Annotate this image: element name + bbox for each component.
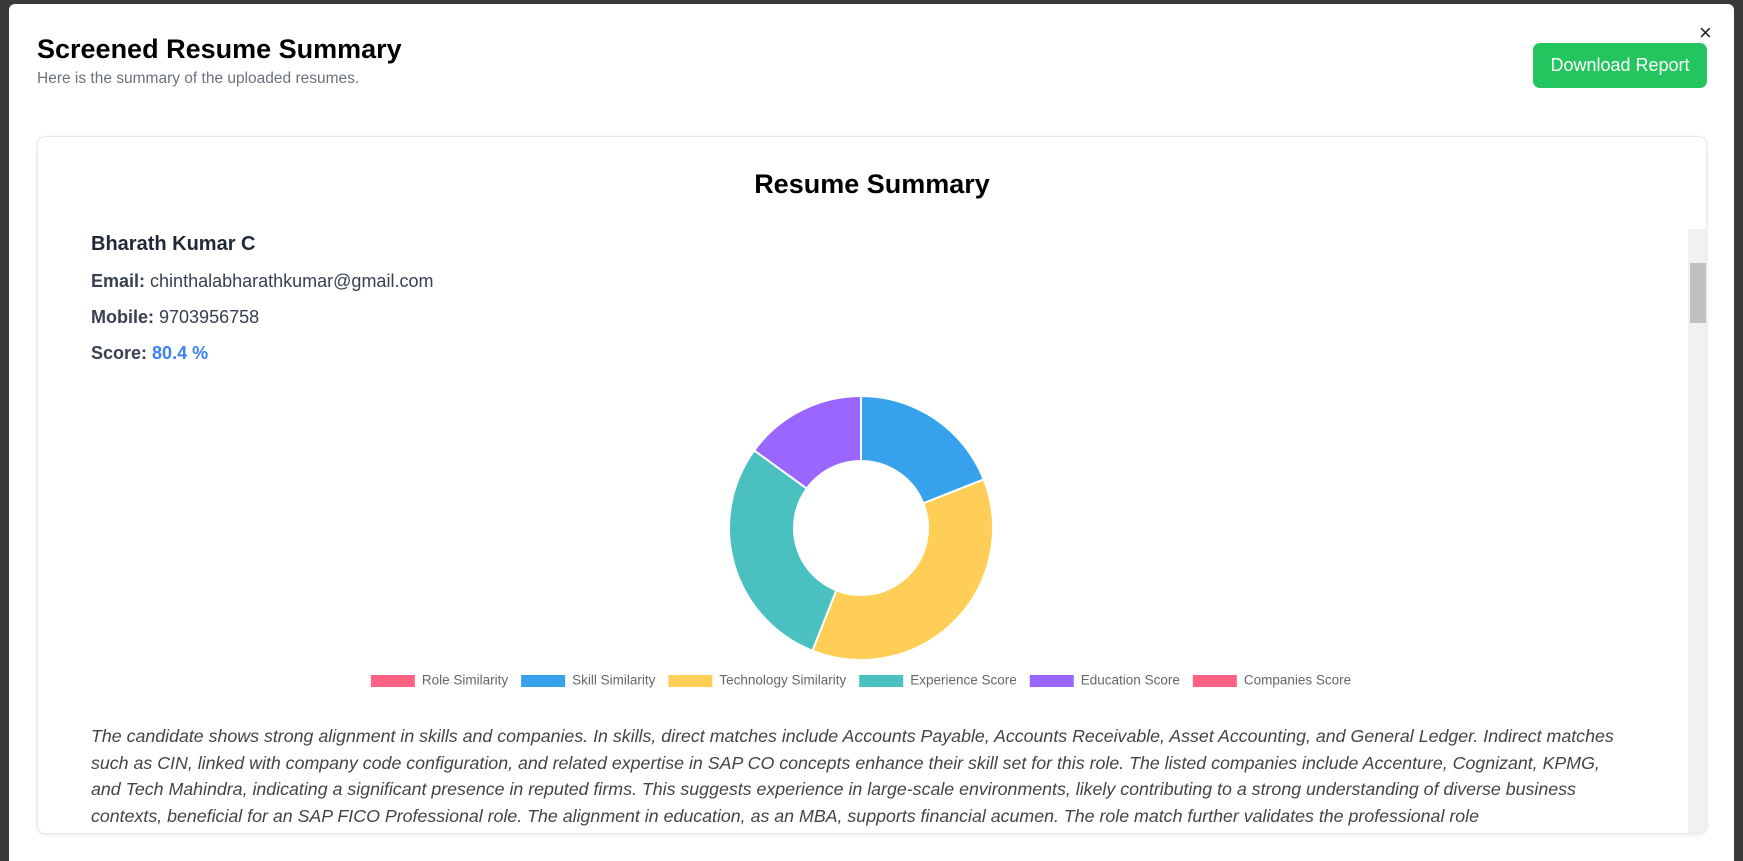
email: chinthalabharathkumar@gmail.com xyxy=(150,271,434,291)
summary-card: Resume Summary Role Similarity Skill Simi… xyxy=(37,136,1707,834)
legend: Role Similarity Skill Similarity Technolog… xyxy=(370,673,1351,688)
chart: Role Similarity Skill Similarity Technolog… xyxy=(370,394,1351,688)
candidate-name: Bharath Kumar C xyxy=(91,233,256,255)
legend-label: Education Score xyxy=(1081,673,1180,688)
slice xyxy=(860,394,986,505)
modal: Screened Resume Summary Here is the summ… xyxy=(9,4,1734,861)
legend-label: Role Similarity xyxy=(422,673,509,688)
modal-subtitle: Here is the summary of the uploaded resu… xyxy=(37,70,360,87)
label: Email: xyxy=(91,271,146,291)
legend-swatch xyxy=(859,675,904,687)
email-row: Email: chinthalabharathkumar@gmail.com xyxy=(91,271,433,292)
legend-swatch xyxy=(1192,675,1237,687)
label: Score: xyxy=(91,343,148,363)
score: 80.4 % xyxy=(152,343,209,363)
legend-label: Companies Score xyxy=(1244,673,1351,688)
mobile: 9703956758 xyxy=(159,307,260,327)
slice xyxy=(728,449,838,653)
legend-swatch xyxy=(370,675,415,687)
label: Mobile: xyxy=(91,307,154,327)
legend-label: Experience Score xyxy=(910,673,1017,688)
card-title: Resume Summary xyxy=(754,169,990,199)
legend-swatch xyxy=(521,675,566,687)
close-button[interactable]: × xyxy=(1699,20,1712,45)
legend-swatch xyxy=(668,675,713,687)
summary-text: The candidate shows strong alignment in … xyxy=(91,726,1614,827)
slice xyxy=(811,478,994,661)
slice xyxy=(752,394,862,491)
scrollbar-thumb[interactable] xyxy=(1690,263,1706,323)
score-row: Score: 80.4 % xyxy=(91,343,208,364)
download-button[interactable]: Download Report xyxy=(1533,43,1707,88)
mobile-row: Mobile: 9703956758 xyxy=(91,307,259,328)
legend-label: Skill Similarity xyxy=(572,673,656,688)
scrollbar[interactable] xyxy=(1688,229,1706,833)
modal-title: Screened Resume Summary xyxy=(37,34,402,64)
legend-label: Technology Similarity xyxy=(719,673,846,688)
legend-swatch xyxy=(1029,675,1074,687)
scroll-area: Role Similarity Skill Similarity Technolog… xyxy=(38,229,1706,833)
